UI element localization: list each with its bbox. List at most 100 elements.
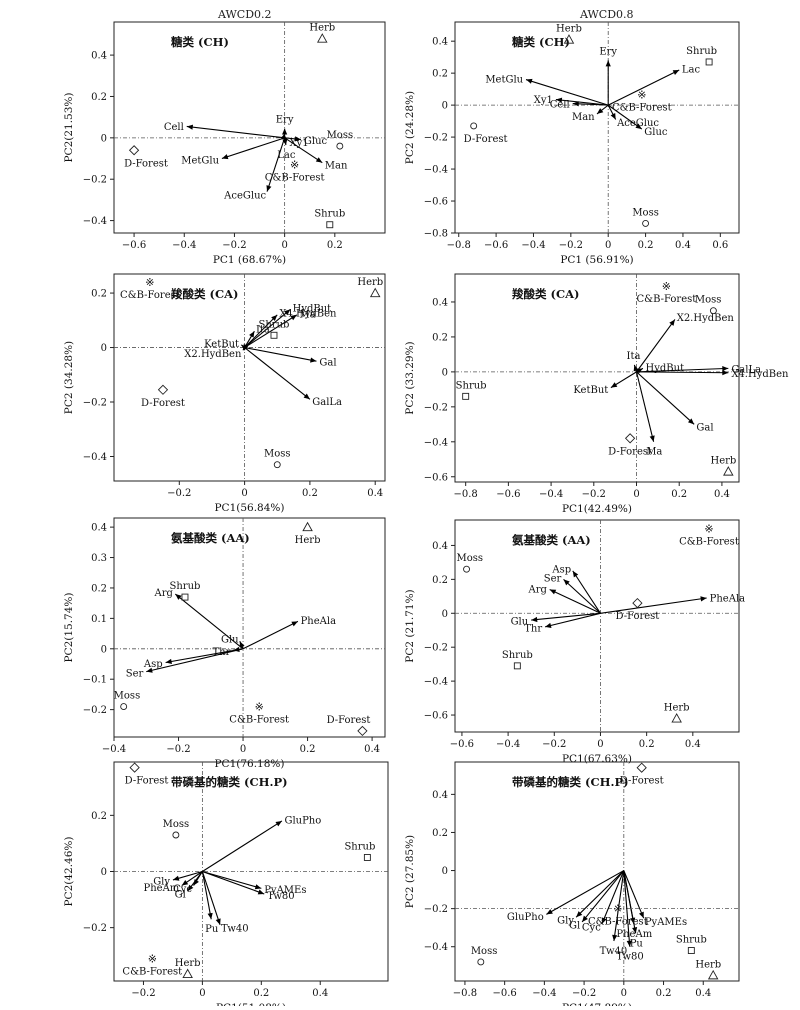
sample-label: Moss xyxy=(695,295,722,306)
panel-title: 糖类 (CH) xyxy=(512,35,570,49)
loading-vector xyxy=(607,104,643,130)
vector-arrowhead xyxy=(186,124,194,130)
sample-marker-triangle xyxy=(369,287,381,298)
y-tick-label: −0.2 xyxy=(83,175,107,186)
sample-label: Moss xyxy=(114,691,141,702)
vector-arrowhead xyxy=(545,622,552,628)
panel-title: 羧酸类 (CA) xyxy=(171,287,238,301)
vector-arrowhead xyxy=(582,915,588,922)
vector-arrowhead xyxy=(649,435,655,442)
loading-vector xyxy=(244,346,317,362)
vector-label: GluPho xyxy=(507,912,544,923)
vector-arrowhead xyxy=(576,911,583,918)
loading-vector xyxy=(244,314,278,348)
vector-label: Tw40 xyxy=(600,946,628,957)
panel-title: 氨基酸类 (AA) xyxy=(171,531,250,545)
x-tick-label: 0 xyxy=(281,240,287,251)
vector-arrowhead xyxy=(687,418,695,425)
vector-arrowhead xyxy=(165,658,172,664)
vector-arrowhead xyxy=(172,875,180,881)
sample-marker-triangle xyxy=(707,969,719,980)
sample-label: C&B-Forest xyxy=(588,917,648,928)
sample-label: C&B-Forest xyxy=(679,536,739,547)
y-axis-title: PC2 (33.29%) xyxy=(404,341,416,414)
sample-marker-diamond xyxy=(129,762,140,773)
loading-vector xyxy=(244,314,298,349)
vector-arrowhead xyxy=(526,78,533,84)
vector-arrowhead xyxy=(284,309,291,316)
loading-vector xyxy=(607,69,680,106)
y-tick-label: −0.2 xyxy=(83,923,107,934)
vector-label: Ma xyxy=(299,309,315,320)
y-tick-label: −0.4 xyxy=(424,437,448,448)
vector-label: GalLa xyxy=(312,397,342,408)
loading-vector xyxy=(636,371,695,425)
y-tick-label: −0.4 xyxy=(424,165,448,176)
y-tick-label: −0.6 xyxy=(424,472,448,483)
vector-arrowhead xyxy=(294,136,301,142)
biplot-panel-7: −0.2 0 0.2 0.4 −0.2 0 0.2 PC1(51.08%) PC2(42.46%… xyxy=(63,761,389,1010)
y-axis-title: PC2 (21.71%) xyxy=(404,589,416,662)
x-tick-label: −0.6 xyxy=(450,739,474,750)
sample-label: C&B-Forest xyxy=(229,715,289,726)
vector-arrowhead xyxy=(626,940,632,947)
sample-marker-circle xyxy=(477,958,485,966)
vector-arrowhead xyxy=(638,911,644,919)
y-axis-title: PC2(21.53%) xyxy=(63,92,75,162)
sample-label: D-Forest xyxy=(327,715,371,726)
y-tick-label: 0.2 xyxy=(91,583,107,594)
x-tick-label: −0.6 xyxy=(484,240,508,251)
x-tick-label: 0.2 xyxy=(253,988,269,999)
vector-arrowhead xyxy=(563,579,570,586)
sample-marker-diamond xyxy=(636,762,647,773)
vector-label: Lac xyxy=(277,150,296,161)
vector-arrowhead xyxy=(597,108,604,114)
sample-marker-asterisk: ※ xyxy=(255,701,264,714)
y-axis-title: PC2(42.46%) xyxy=(63,836,75,906)
sample-label: C&B-Forest xyxy=(122,967,182,978)
sample-label: Herb xyxy=(295,535,321,546)
sample-label: Herb xyxy=(695,959,721,970)
y-tick-label: 0 xyxy=(442,609,448,620)
y-tick-label: 0 xyxy=(101,867,107,878)
sample-label: Herb xyxy=(175,958,201,969)
loading-vector xyxy=(549,589,601,614)
vector-label: Gl xyxy=(175,890,186,901)
loading-vector xyxy=(202,870,262,889)
vector-arrowhead xyxy=(291,621,298,627)
sample-marker-square xyxy=(462,392,470,400)
panel-title: 氨基酸类 (AA) xyxy=(512,533,591,547)
sample-label: C&B-Forest xyxy=(612,103,672,114)
x-tick-label: −0.6 xyxy=(493,988,517,999)
sample-marker-asterisk: ※ xyxy=(662,280,671,293)
vector-arrowhead xyxy=(549,589,557,595)
vector-arrowhead xyxy=(612,934,618,942)
x-tick-label: 0.2 xyxy=(302,488,318,499)
plot-frame xyxy=(454,273,740,483)
loading-vector xyxy=(201,871,212,920)
vector-label: AceGluc xyxy=(616,118,659,129)
vector-label: Gluc xyxy=(304,136,328,147)
sample-label: Shrub xyxy=(686,46,717,57)
y-tick-label: −0.2 xyxy=(424,904,448,915)
sample-marker-asterisk: ※ xyxy=(145,276,154,289)
plot-frame xyxy=(113,517,386,738)
vector-label: X2.HydBen xyxy=(677,313,735,324)
vector-label: Cell xyxy=(164,122,184,133)
y-tick-label: −0.2 xyxy=(83,705,107,716)
vector-arrowhead xyxy=(572,570,579,578)
vector-arrowhead xyxy=(207,912,213,920)
sample-marker-triangle xyxy=(302,521,313,532)
x-axis-title: PC1(47.89%) xyxy=(562,1002,632,1006)
y-tick-label: 0.2 xyxy=(432,828,448,839)
x-tick-label: −0.8 xyxy=(447,240,471,251)
vector-label: Gal xyxy=(696,422,713,433)
biplot-panel-1: −0.6 −0.4 −0.2 0 0.2 −0.4 −0.2 0 0.2 0.4 PC1 (68.6… xyxy=(63,21,386,266)
x-tick-label: 0.4 xyxy=(367,488,383,499)
plot-frame xyxy=(454,519,740,733)
x-axis-title: PC1 (68.67%) xyxy=(213,254,286,266)
loading-vector xyxy=(635,371,655,442)
sample-label: C&B-Forest xyxy=(265,173,325,184)
sample-marker-asterisk: ※ xyxy=(148,953,157,966)
biplot-panel-5: −0.4 −0.2 0 0.2 0.4 −0.2 −0.1 0 0.1 0.2 0.3 0.4 PC1(… xyxy=(63,517,386,770)
